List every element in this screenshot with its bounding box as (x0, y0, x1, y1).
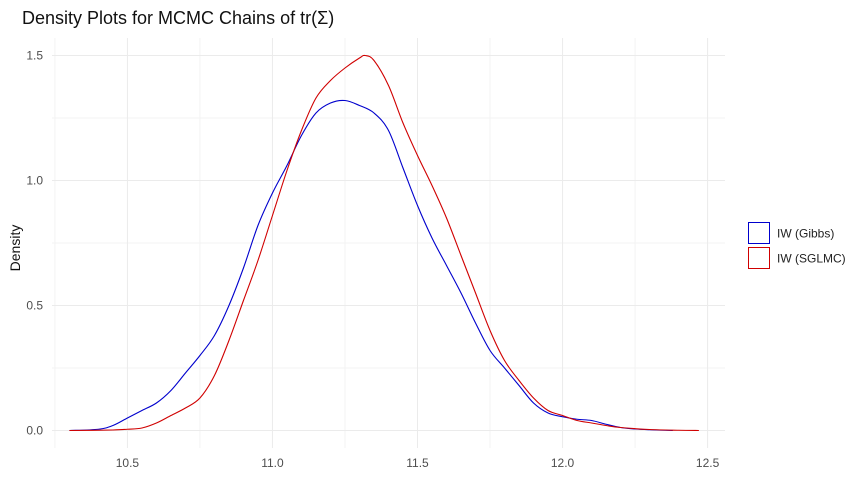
x-tick-label: 12.5 (696, 456, 720, 470)
y-tick-label: 1.0 (26, 174, 43, 188)
legend: IW (Gibbs) IW (SGLMC) (748, 222, 846, 269)
legend-key (748, 222, 770, 244)
x-axis-ticks: 10.5 11.0 11.5 12.0 12.5 (116, 456, 720, 470)
legend-key (748, 247, 770, 269)
legend-label: IW (SGLMC) (777, 252, 846, 266)
density-line-gibbs (69, 99, 673, 432)
y-axis-label: Density (7, 225, 23, 272)
y-tick-label: 0.5 (26, 299, 43, 313)
x-tick-label: 12.0 (551, 456, 575, 470)
legend-item: IW (Gibbs) (748, 222, 834, 244)
series-lines (69, 54, 699, 432)
x-tick-label: 11.5 (406, 456, 429, 470)
y-tick-label: 0.0 (26, 424, 43, 438)
chart-title: Density Plots for MCMC Chains of tr(Σ) (22, 8, 334, 28)
y-tick-label: 1.5 (26, 49, 43, 63)
legend-item: IW (SGLMC) (748, 247, 846, 269)
legend-label: IW (Gibbs) (777, 227, 834, 241)
x-tick-label: 10.5 (116, 456, 140, 470)
y-axis-ticks: 0.0 0.5 1.0 1.5 (26, 49, 43, 438)
x-tick-label: 11.0 (261, 456, 284, 470)
grid (52, 38, 725, 448)
density-line-sglmc (69, 54, 699, 432)
